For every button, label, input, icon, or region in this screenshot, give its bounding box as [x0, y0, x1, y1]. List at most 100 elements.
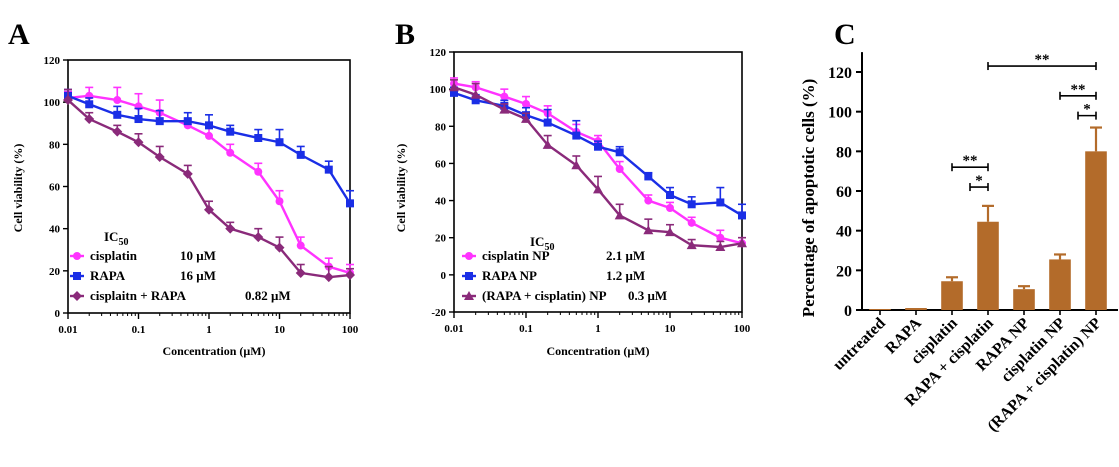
legend-entry: RAPA NP 1.2 μM [462, 268, 645, 283]
x-tick-label: 0.1 [519, 323, 533, 335]
data-point [345, 270, 355, 281]
data-point [84, 114, 95, 125]
bar [977, 221, 999, 310]
legend-series-name: (RAPA + cisplatin) NP [482, 288, 607, 303]
series-line [453, 86, 743, 249]
panel-b-legend-title: IC50 [530, 234, 554, 253]
significance-bracket: * [1077, 102, 1097, 120]
legend-swatch-marker [73, 252, 81, 260]
y-tick-label: 80 [49, 139, 61, 151]
data-point [253, 232, 264, 243]
y-tick-label: 40 [836, 224, 852, 241]
y-tick-label: 20 [435, 233, 447, 245]
data-point [225, 223, 236, 234]
significance-label: * [975, 173, 983, 189]
x-tick-label: 0.1 [132, 324, 146, 336]
significance-label: * [1083, 102, 1091, 118]
bar [1049, 259, 1071, 310]
panel-label-c: C [834, 18, 856, 51]
panel-a-legend-title: IC50 [104, 229, 128, 248]
legend-swatch-marker [73, 272, 81, 280]
data-point [542, 139, 553, 149]
data-point [470, 89, 481, 99]
data-point [666, 204, 674, 212]
data-point [644, 196, 653, 205]
x-tick-label: 100 [734, 323, 751, 335]
panel-label-a: A [8, 18, 30, 51]
x-tick-label: 100 [342, 324, 359, 336]
data-point [687, 200, 696, 209]
panel-b-line-chart: -20 0 20 40 60 80 100 120 0.01 0.1 1 10 100 Concentr… [394, 47, 751, 358]
data-point [183, 117, 192, 126]
data-point [572, 131, 581, 140]
legend-ic50-value: 0.3 μM [628, 288, 667, 303]
x-tick-label: 1 [595, 323, 601, 335]
bar [1013, 289, 1035, 310]
data-point [687, 218, 696, 227]
bar [905, 308, 927, 310]
legend-swatch-marker [465, 272, 473, 280]
y-tick-label: 100 [44, 97, 61, 109]
data-point [471, 96, 480, 105]
data-point [450, 88, 458, 97]
significance-label: ** [963, 153, 978, 169]
legend-swatch-marker [465, 252, 473, 260]
legend-ic50-value: 16 μM [180, 268, 216, 283]
x-tick-label: 0.01 [444, 323, 463, 335]
data-point [716, 198, 725, 207]
legend-entry: cisplaitn + RAPA 0.82 μM [70, 288, 291, 303]
legend-ic50-value: 2.1 μM [606, 248, 645, 263]
y-tick-label: 60 [836, 184, 852, 201]
data-point [226, 148, 235, 157]
series-rapa-np [450, 86, 746, 220]
data-point [205, 121, 213, 130]
data-point [737, 238, 747, 248]
panel-a-legend: cisplatin 10 μM RAPA 16 μM cisplaitn + RAPA 0… [70, 248, 291, 303]
legend-swatch-marker [72, 291, 82, 301]
data-point [644, 172, 653, 181]
y-tick-label: 120 [430, 47, 447, 59]
bar [941, 281, 963, 310]
data-point [296, 150, 305, 159]
series-line [453, 82, 743, 245]
y-tick-label: -20 [431, 307, 446, 319]
significance-bracket: ** [951, 153, 989, 172]
data-point [346, 199, 354, 208]
panel-a-x-axis-label: Concentration (μM) [162, 344, 265, 358]
data-point [205, 131, 213, 140]
data-point [615, 148, 624, 157]
data-point [323, 272, 334, 283]
data-point [615, 165, 624, 173]
significance-bracket: ** [1059, 82, 1097, 100]
significance-bracket: ** [987, 52, 1097, 71]
data-point [254, 167, 263, 176]
data-point [666, 191, 674, 199]
data-point [571, 160, 582, 170]
legend-entry: cisplatin 10 μM [70, 248, 216, 263]
significance-bracket: * [969, 173, 989, 192]
legend-ic50-value: 0.82 μM [245, 288, 291, 303]
category-label: untreated [830, 315, 889, 374]
y-tick-label: 40 [49, 224, 61, 236]
panel-b-x-axis-label: Concentration (μM) [546, 344, 649, 358]
y-tick-label: 80 [836, 144, 852, 161]
data-point [296, 241, 305, 250]
panel-c-bar-chart: Percentage of apoptotic cells (%) 0 20 40 6… [799, 52, 1118, 435]
legend-entry: RAPA 16 μM [70, 268, 216, 283]
y-tick-label: 0 [55, 308, 61, 320]
x-tick-label: 10 [274, 324, 286, 336]
data-point [204, 204, 214, 215]
y-tick-label: 120 [828, 65, 852, 82]
data-point [155, 117, 164, 126]
series-line [453, 91, 743, 217]
data-point [715, 242, 726, 251]
data-point [594, 142, 602, 151]
legend-entry: (RAPA + cisplatin) NP 0.3 μM [462, 288, 667, 303]
legend-series-name: RAPA [90, 268, 126, 283]
y-tick-label: 100 [430, 84, 447, 96]
y-tick-label: 40 [435, 196, 447, 208]
data-point [134, 115, 143, 124]
data-point [324, 165, 333, 174]
data-point [226, 127, 235, 136]
